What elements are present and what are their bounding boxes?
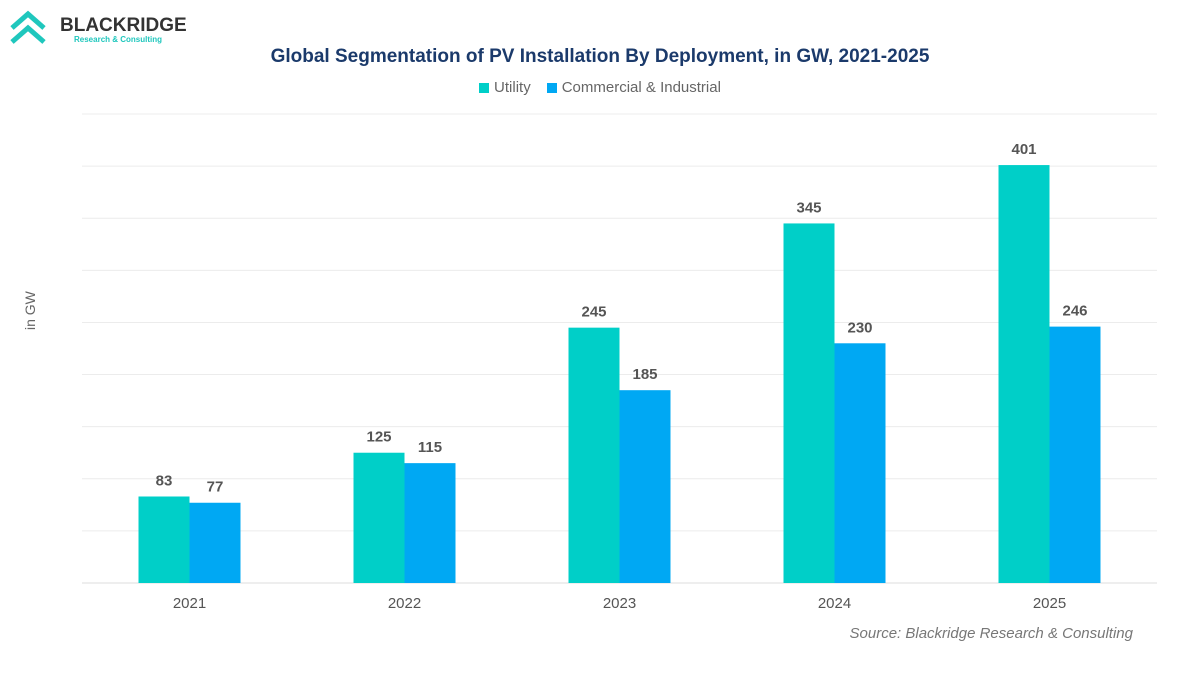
data-label: 401	[1011, 141, 1036, 158]
data-label: 246	[1062, 303, 1087, 320]
data-label: 185	[632, 366, 657, 383]
x-tick-label: 2025	[1033, 595, 1066, 612]
x-tick-label: 2021	[173, 595, 206, 612]
bar-commercial-2023	[619, 390, 671, 583]
data-label: 345	[796, 199, 821, 216]
x-tick-label: 2023	[603, 595, 636, 612]
legend-swatch-utility	[479, 82, 490, 93]
svg-text:Research & Consulting: Research & Consulting	[74, 35, 162, 44]
bar-commercial-2025	[1049, 326, 1101, 583]
bar-utility-2022	[353, 452, 405, 583]
legend-label-commercial: Commercial & Industrial	[561, 79, 721, 96]
data-label: 83	[156, 472, 173, 489]
chart-title: Global Segmentation of PV Installation B…	[270, 46, 930, 67]
data-label: 245	[581, 304, 606, 321]
data-label: 125	[366, 429, 391, 446]
blackridge-logo: BLACKRIDGE Research & Consulting	[8, 8, 198, 48]
legend-item-utility[interactable]: Utility	[479, 79, 531, 96]
data-label: 115	[418, 439, 442, 456]
legend: Utility Commercial & Industrial	[0, 79, 1200, 96]
bar-utility-2025	[998, 165, 1050, 583]
bar-commercial-2024	[834, 343, 886, 583]
bar-utility-2021	[138, 496, 190, 583]
bar-commercial-2022	[404, 463, 456, 583]
x-tick-label: 2024	[818, 595, 851, 612]
legend-swatch-commercial	[546, 82, 557, 93]
source-note: Source: Blackridge Research & Consulting	[849, 625, 1133, 642]
legend-label-utility: Utility	[494, 79, 531, 96]
legend-item-commercial[interactable]: Commercial & Industrial	[546, 79, 721, 96]
bar-utility-2023	[568, 327, 620, 583]
bar-commercial-2021	[189, 502, 241, 583]
x-tick-label: 2022	[388, 595, 421, 612]
svg-text:BLACKRIDGE: BLACKRIDGE	[60, 15, 187, 36]
data-label: 77	[207, 479, 224, 496]
data-label: 230	[847, 319, 872, 336]
bar-utility-2024	[783, 223, 835, 583]
